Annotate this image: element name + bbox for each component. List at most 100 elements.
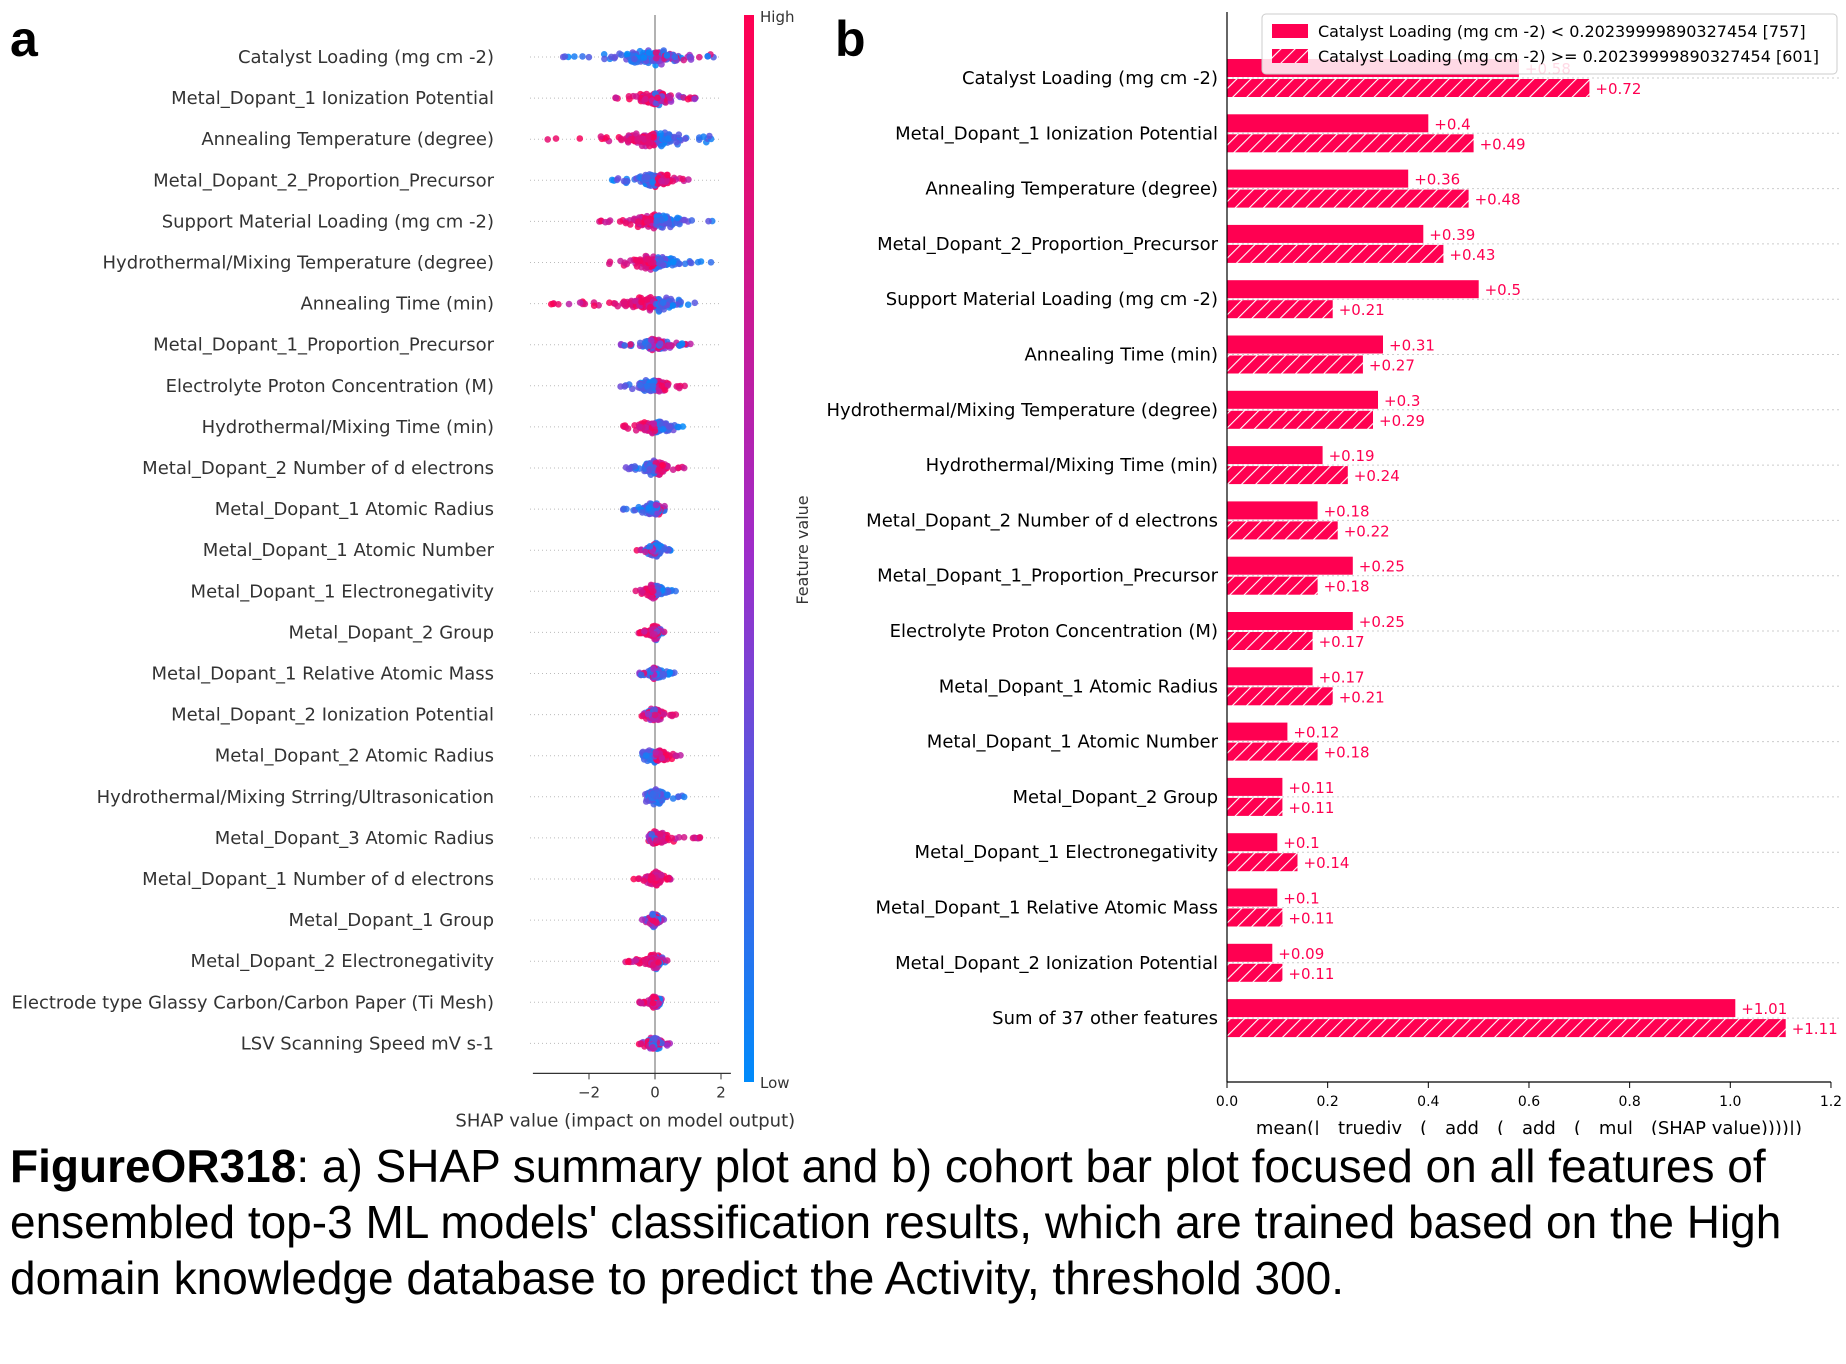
shap-point <box>663 52 671 59</box>
shap-point <box>685 176 692 183</box>
shap-point <box>653 837 660 844</box>
colorbar <box>744 15 754 1082</box>
shap-point <box>661 386 669 394</box>
shap-point <box>660 545 668 553</box>
shap-point <box>665 220 673 227</box>
bar-cohort-high <box>1227 410 1373 429</box>
shap-point <box>635 218 642 225</box>
shap-point <box>627 341 634 348</box>
shap-point <box>649 791 657 798</box>
shap-point <box>620 299 628 307</box>
shap-point <box>643 90 650 98</box>
shap-point <box>659 425 667 433</box>
feature-label: Hydrothermal/Mixing Time (min) <box>202 417 494 438</box>
shap-point <box>643 296 651 303</box>
feature-swarm <box>645 828 704 847</box>
shap-point <box>645 49 653 56</box>
x-tick-label: 1.2 <box>1820 1094 1842 1110</box>
feature-label: Metal_Dopant_1 Relative Atomic Mass <box>151 664 494 685</box>
shap-point <box>649 383 657 390</box>
feature-label: Metal_Dopant_1 Electronegativity <box>191 581 495 602</box>
shap-point <box>565 300 573 308</box>
feature-swarm <box>622 951 671 973</box>
shap-point <box>649 587 657 595</box>
shap-point <box>646 466 653 473</box>
shap-point <box>621 383 628 390</box>
category-label: Sum of 37 other features <box>992 1008 1218 1029</box>
bar-value-label: +0.4 <box>1434 115 1470 133</box>
feature-swarm <box>606 252 715 273</box>
shap-point <box>635 503 642 511</box>
bar-value-label: +0.5 <box>1485 281 1521 299</box>
bar-value-label: +0.12 <box>1293 724 1339 742</box>
bar-value-label: +0.11 <box>1288 799 1334 817</box>
shap-point <box>651 631 658 638</box>
shap-point <box>571 53 578 60</box>
shap-point <box>652 49 660 56</box>
shap-point <box>618 51 625 59</box>
bar-cohort-high <box>1227 466 1348 485</box>
shap-point <box>682 135 689 142</box>
category-label: Annealing Time (min) <box>1024 345 1218 366</box>
bar-value-label: +0.09 <box>1278 945 1324 963</box>
shap-point <box>655 1000 663 1007</box>
x-axis-label: mean(|__truediv__(__add__(__add__(__mul_… <box>1256 1118 1802 1135</box>
feature-label: Annealing Time (min) <box>300 294 494 315</box>
feature-label: Metal_Dopant_1 Group <box>289 910 494 931</box>
shap-point <box>602 218 609 226</box>
x-tick-label: 0.8 <box>1619 1094 1641 1110</box>
bar-value-label: +0.49 <box>1480 135 1526 153</box>
shap-point <box>681 260 689 268</box>
shap-point <box>606 299 613 307</box>
bar-cohort-high <box>1227 576 1318 595</box>
shap-point <box>650 665 657 673</box>
feature-swarm <box>617 335 694 354</box>
x-tick-label: 0.4 <box>1417 1094 1439 1110</box>
shap-point <box>624 137 632 145</box>
bar-cohort-high <box>1227 797 1283 816</box>
shap-point <box>548 300 555 308</box>
bar-value-label: +0.27 <box>1369 357 1415 375</box>
bar-cohort-high <box>1227 687 1333 706</box>
feature-label: Metal_Dopant_1 Number of d electrons <box>142 869 494 890</box>
shap-point <box>656 340 664 348</box>
feature-label: Metal_Dopant_1_Proportion_Precursor <box>153 335 495 356</box>
feature-swarm <box>622 457 688 479</box>
shap-point <box>668 712 676 720</box>
shap-point <box>640 54 648 61</box>
bar-value-label: +0.18 <box>1324 578 1370 596</box>
shap-point <box>691 299 699 307</box>
legend-swatch-solid <box>1272 24 1308 38</box>
legend-entry: Catalyst Loading (mg cm -2) >= 0.2023999… <box>1318 47 1819 66</box>
shap-point <box>658 871 665 879</box>
feature-label: Electrode type Glassy Carbon/Carbon Pape… <box>12 992 494 1013</box>
bar-value-label: +0.3 <box>1384 392 1420 410</box>
bar-cohort-low <box>1227 335 1383 354</box>
shap-point <box>637 1040 645 1048</box>
feature-swarm <box>596 211 716 232</box>
shap-point <box>706 132 713 140</box>
feature-swarm <box>636 993 665 1011</box>
shap-point <box>639 509 646 516</box>
bar-cohort-high <box>1227 79 1590 97</box>
bar-cohort-low <box>1227 280 1479 299</box>
bar-value-label: +0.19 <box>1329 447 1375 465</box>
feature-label: Metal_Dopant_3 Atomic Radius <box>215 828 494 849</box>
shap-point <box>614 175 622 182</box>
x-tick-label: 0.2 <box>1317 1094 1339 1110</box>
shap-point <box>625 93 633 100</box>
shap-point <box>623 178 631 185</box>
bar-cohort-low <box>1227 501 1318 520</box>
shap-point <box>649 1044 656 1051</box>
shap-point <box>636 134 644 141</box>
colorbar-high-label: High <box>760 8 794 26</box>
shap-point <box>648 337 655 344</box>
shap-point <box>552 135 560 142</box>
bar-cohort-low <box>1227 667 1313 686</box>
bar-value-label: +0.25 <box>1359 613 1405 631</box>
category-label: Annealing Temperature (degree) <box>925 179 1218 200</box>
feature-swarm <box>630 868 674 889</box>
shap-point <box>632 587 639 595</box>
colorbar-title: Feature value <box>793 495 812 604</box>
shap-point <box>657 831 664 838</box>
